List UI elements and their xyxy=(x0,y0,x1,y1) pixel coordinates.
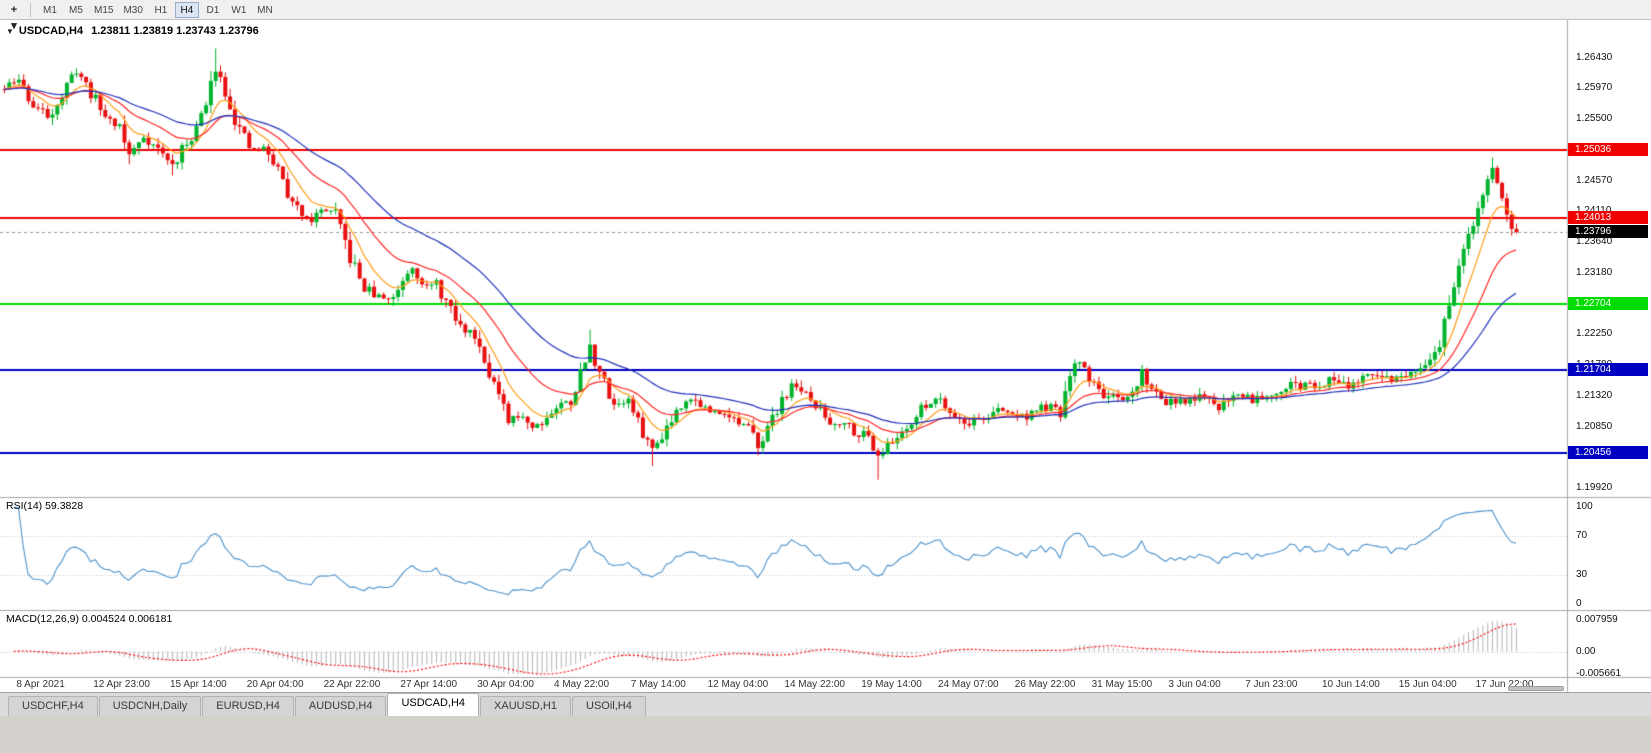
chart-symbol-label: USDCAD,H4 xyxy=(18,25,84,37)
timeframe-button-mn[interactable]: MN xyxy=(257,4,273,16)
toolbar-icon-group: T+▾ xyxy=(4,0,24,34)
toolbar-separator xyxy=(30,2,31,17)
chart-ohlc-values: 1.23811 1.23819 1.23743 1.23796 xyxy=(91,25,259,37)
h-scrollbar-thumb[interactable] xyxy=(1508,686,1564,691)
timeframe-button-d1[interactable]: D1 xyxy=(206,4,220,16)
timeframe-button-m1[interactable]: M1 xyxy=(43,4,57,16)
tab-usdchf-h4[interactable]: USDCHF,H4 xyxy=(8,696,98,716)
time-scale[interactable] xyxy=(0,677,1567,692)
tab-usdcnh-daily[interactable]: USDCNH,Daily xyxy=(98,696,202,716)
timeframe-button-m30[interactable]: M30 xyxy=(123,4,143,16)
timeframe-button-m15[interactable]: M15 xyxy=(94,4,114,16)
timeframe-button-m5[interactable]: M5 xyxy=(69,4,83,16)
cursor-tool-icon[interactable]: + xyxy=(10,3,18,16)
rsi-indicator-label: RSI(14) 59.3828 xyxy=(6,500,84,512)
chart-tabs-bar: USDCHF,H4 USDCNH,Daily EURUSD,H4 AUDUSD,H4 U… xyxy=(0,692,1651,716)
timeframe-button-h1[interactable]: H1 xyxy=(154,4,168,16)
chart-title: ▼ USDCAD,H4 1.23811 1.23819 1.23743 1.2379… xyxy=(6,25,259,37)
tool-dropdown-icon[interactable]: ▾ xyxy=(11,20,17,32)
bottom-filler xyxy=(0,716,1651,753)
macd-indicator-label: MACD(12,26,9) 0.004524 0.006181 xyxy=(6,613,173,625)
timeframe-button-h4[interactable]: H4 xyxy=(174,1,199,18)
price-scale[interactable] xyxy=(1568,20,1651,677)
tab-usdcad-h4[interactable]: USDCAD,H4 xyxy=(387,693,480,716)
timeframe-button-w1[interactable]: W1 xyxy=(231,4,247,16)
timeframe-button-group: M1 M5 M15 M30 H1 H4 D1 W1 MN xyxy=(37,1,278,18)
tab-xauusd-h1[interactable]: XAUUSD,H1 xyxy=(480,696,571,716)
collapse-triangle-icon[interactable]: ▼ xyxy=(6,27,14,36)
tab-eurusd-h4[interactable]: EURUSD,H4 xyxy=(202,696,294,716)
tab-audusd-h4[interactable]: AUDUSD,H4 xyxy=(294,696,387,716)
tab-usoil-h4[interactable]: USOil,H4 xyxy=(572,696,646,716)
